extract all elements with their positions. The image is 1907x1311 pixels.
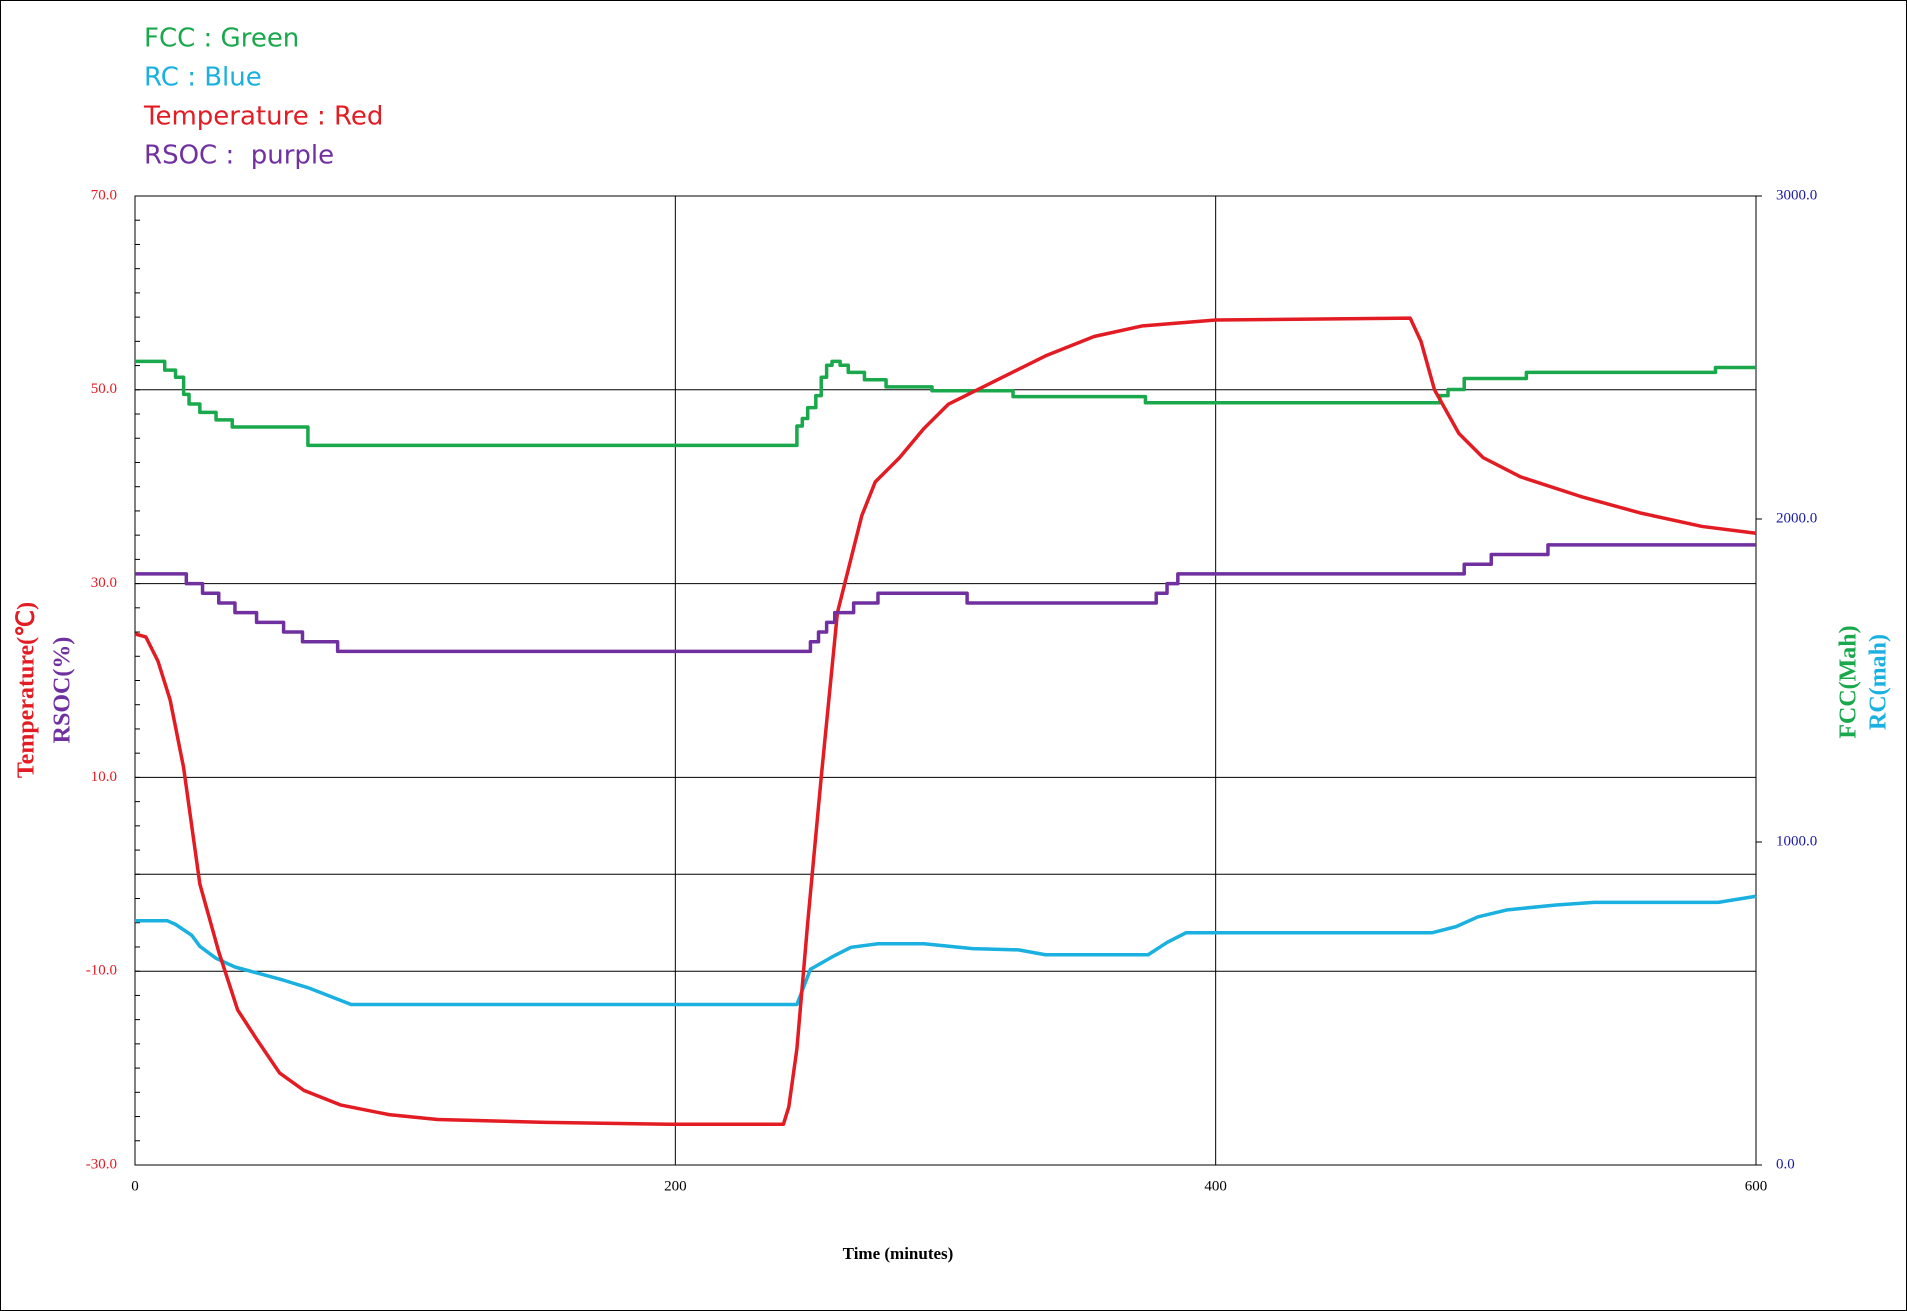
y2-axis-title: RC(mah) — [1866, 634, 1892, 730]
series-line — [135, 543, 1756, 654]
plot-frame — [134, 195, 1757, 1166]
legend-entry: FCC : Green — [144, 24, 299, 54]
x-tick-label: 0 — [131, 1178, 139, 1194]
y-axis-title: RSOC(%) — [50, 637, 76, 744]
y-tick-label: -30.0 — [86, 1156, 117, 1172]
x-axis-title: Time (minutes) — [843, 1244, 954, 1263]
y-tick-label: -10.0 — [86, 963, 117, 979]
x-tick-label: 600 — [1745, 1178, 1768, 1194]
legend-entry: Temperature : Red — [143, 102, 383, 132]
y2-tick-label: 1000.0 — [1776, 833, 1817, 849]
y2-tick-label: 3000.0 — [1776, 187, 1817, 203]
x-tick-label: 400 — [1204, 1178, 1227, 1194]
y-tick-label: 10.0 — [91, 769, 117, 785]
y-tick-label: 50.0 — [91, 381, 117, 397]
y2-axis-title: FCC(Mah) — [1836, 625, 1862, 738]
y2-tick-label: 2000.0 — [1776, 510, 1817, 526]
series-line — [134, 316, 1757, 1127]
y2-tick-label: 0.0 — [1776, 1156, 1795, 1172]
series-line — [135, 894, 1757, 1007]
y-tick-label: 30.0 — [91, 575, 117, 591]
y-axis-title: Temperature(℃) — [14, 602, 40, 778]
x-tick-label: 200 — [664, 1178, 687, 1194]
y-tick-label: 70.0 — [91, 187, 117, 203]
legend-entry: RSOC : purple — [144, 141, 334, 171]
legend-entry: RC : Blue — [144, 63, 262, 93]
